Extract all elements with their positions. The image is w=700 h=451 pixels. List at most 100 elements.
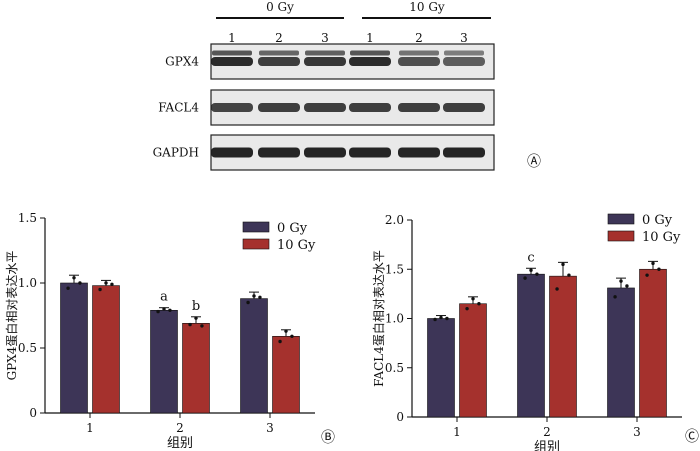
blot-row-label: GPX4 [165,55,199,69]
blot-band-upper [350,50,390,56]
x-tick-label: 3 [266,421,274,435]
data-point [188,322,192,327]
data-point [200,324,204,328]
legend-swatch [607,230,635,242]
blot-band [443,147,485,158]
y-tick-label: 0 [29,406,37,420]
data-point [561,262,565,267]
data-point [258,295,262,299]
bar [549,275,577,418]
x-axis-label: 组别 [167,436,193,451]
data-point [619,279,623,283]
bar [427,318,455,418]
x-axis-label: 组别 [534,440,560,451]
blot-band [304,147,346,158]
blot-band [398,57,440,66]
data-point [433,317,437,322]
data-point [651,261,655,266]
y-tick-label: 1.5 [385,262,404,276]
significance-label: a [160,290,168,305]
x-tick-label: 2 [543,425,551,439]
legend-swatch [242,221,270,233]
group-label-0gy: 0 Gy [266,0,294,14]
data-point [66,286,70,290]
y-tick-label: 0.5 [385,361,404,375]
bar [272,335,300,414]
y-tick-label: 0 [396,410,404,424]
legend-label: 0 Gy [642,213,673,228]
x-tick-label: 3 [633,425,641,439]
legend-swatch [242,238,270,250]
legend-swatch [607,213,635,225]
blot-band [258,147,300,158]
blot-band [304,103,346,112]
western-blot-panel: 0 Gy 10 Gy 1 2 3 1 2 3 GPX4 FACL4 GAPDH [153,0,495,171]
blot-band [211,57,253,66]
blot-band [211,147,253,158]
group-label-10gy: 10 Gy [409,0,445,14]
blot-band-upper [212,50,252,56]
significance-label: b [192,299,200,314]
data-point [98,287,102,292]
y-tick-label: 2.0 [385,213,404,227]
panel-label: Ⓑ [321,430,335,446]
lane-label: 3 [321,31,329,45]
data-point [156,309,160,314]
data-point [168,308,172,312]
lane-label: 2 [415,31,423,45]
blot-band [349,103,391,112]
lane-label: 1 [366,31,374,45]
blot-band [443,103,485,112]
blot-band [304,57,346,66]
bar [517,273,545,418]
blot-band-upper [305,50,345,56]
blot-band-upper [399,50,439,56]
data-point [529,268,533,272]
data-point [162,307,166,311]
data-point [439,315,443,320]
data-point [625,284,629,288]
y-tick-label: 0.5 [18,341,37,355]
data-point [110,282,114,286]
significance-label: c [527,250,534,265]
lane-label: 1 [228,31,236,45]
y-tick-label: 1.0 [385,312,404,326]
data-point [477,302,481,306]
lane-label: 2 [275,31,283,45]
data-point [78,281,82,285]
bar [607,287,635,418]
data-point [555,287,559,291]
data-point [284,329,288,333]
data-point [445,316,449,321]
data-point [465,306,469,311]
bar [150,309,178,414]
data-point [471,297,475,301]
blot-row-label: GAPDH [153,146,199,160]
blot-band [211,103,253,112]
bar [639,268,667,418]
bar [182,322,210,414]
data-point [567,273,571,277]
data-point [252,294,256,298]
legend-label: 10 Gy [642,230,681,245]
bar [60,282,88,414]
panel-label-a: Ⓐ [527,154,541,170]
blot-band [258,103,300,112]
legend-label: 0 Gy [277,221,308,236]
lane-label: 3 [460,31,468,45]
y-tick-label: 1.0 [18,276,37,290]
data-point [246,300,250,305]
blot-band-upper [259,50,299,56]
y-axis-label: FACL4蛋白相对表达水平 [371,250,386,387]
blot-band [349,147,391,158]
blot-band-upper [444,50,484,56]
data-point [278,339,282,344]
blot-band [398,147,440,158]
x-tick-label: 1 [453,425,461,439]
blot-band [443,57,485,66]
data-point [645,273,649,277]
data-point [523,276,527,280]
